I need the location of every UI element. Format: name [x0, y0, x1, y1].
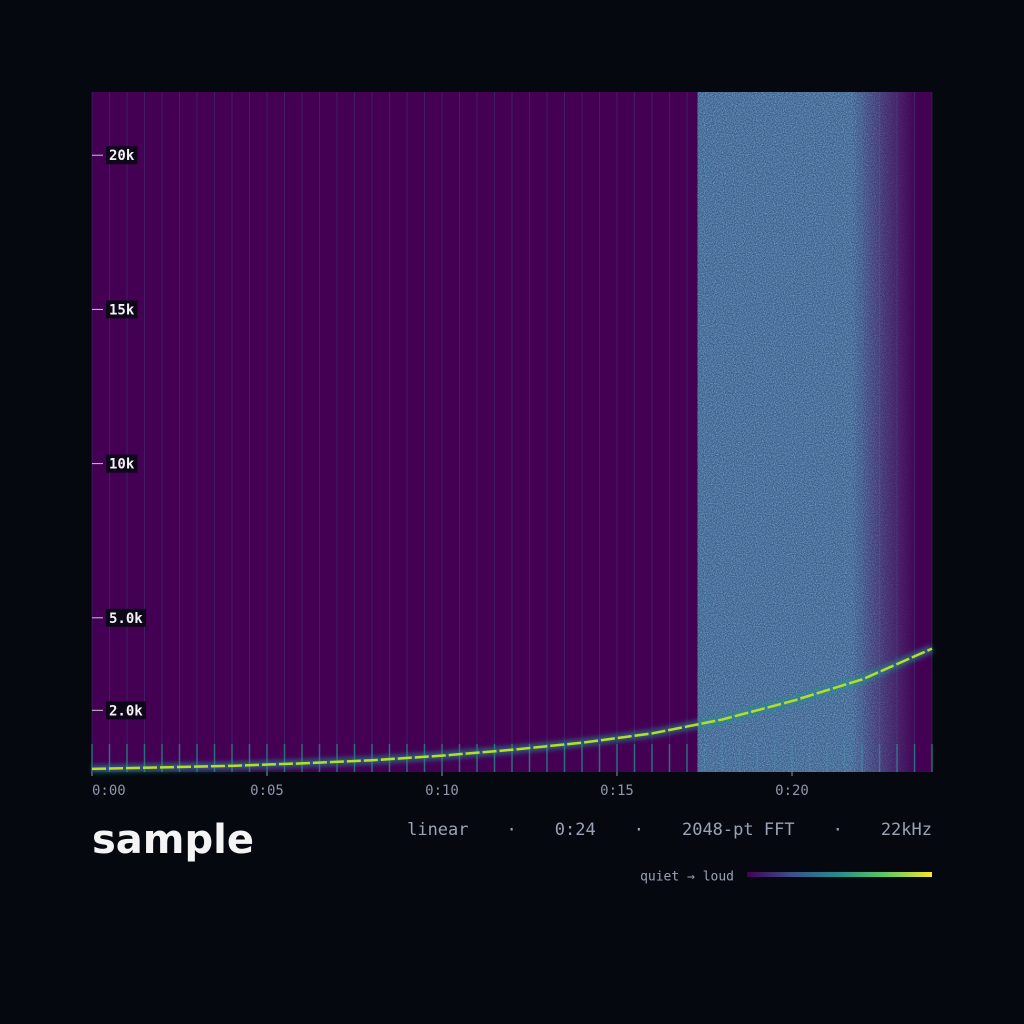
noise-region	[697, 92, 918, 772]
meta-separator: ·	[506, 820, 517, 840]
y-tick-label-bg	[106, 701, 146, 720]
x-tick-label: 0:10	[425, 783, 459, 799]
meta-separator: ·	[832, 820, 843, 840]
y-tick-label-bg	[106, 300, 138, 319]
y-tick-label-bg	[106, 146, 138, 165]
meta-item: 2048-pt FFT	[681, 820, 795, 840]
y-tick-label-bg	[106, 454, 138, 473]
y-tick-label: 15k	[109, 302, 135, 318]
noise-texture	[697, 92, 918, 772]
y-tick-label: 2.0k	[109, 703, 143, 719]
meta-item: linear	[407, 820, 469, 840]
meta-row: linear · 0:24 · 2048-pt FFT · 22kHz	[407, 820, 932, 840]
plot	[91, 92, 934, 773]
y-tick-label: 20k	[109, 148, 135, 164]
x-tick-label: 0:00	[92, 783, 126, 799]
colorbar	[747, 872, 932, 877]
meta-item: 0:24	[554, 820, 596, 840]
meta-separator: ·	[633, 820, 644, 840]
y-tick-label-bg	[106, 608, 146, 627]
y-tick-label: 5.0k	[109, 611, 143, 627]
legend-label: quiet → loud	[640, 870, 734, 885]
chart-title: sample	[92, 817, 254, 863]
series-line	[91, 647, 933, 771]
x-tick-label: 0:20	[775, 783, 809, 799]
x-tick-label: 0:05	[250, 783, 284, 799]
meta-item: 22kHz	[880, 820, 932, 840]
x-tick-label: 0:15	[600, 783, 634, 799]
y-tick-label: 10k	[109, 457, 135, 473]
